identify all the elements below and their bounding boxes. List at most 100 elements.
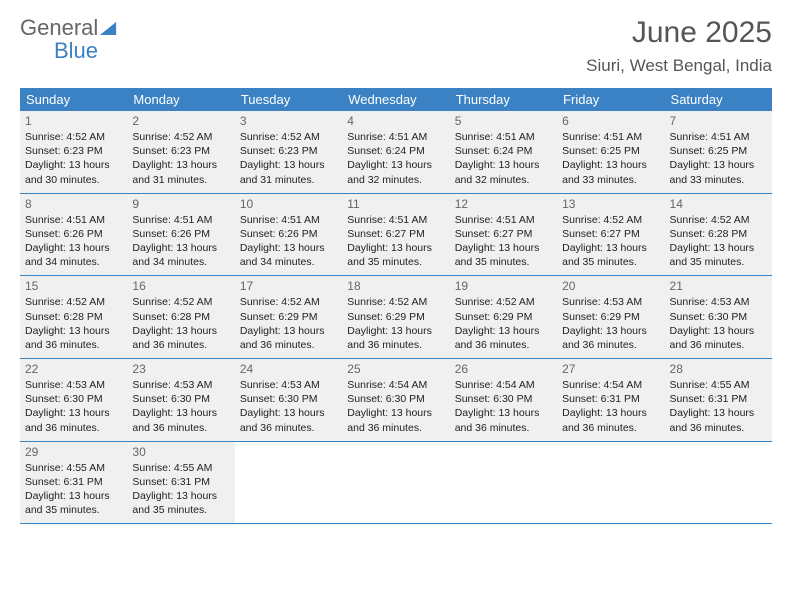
day-cell-21: 21 Sunrise: 4:53 AMSunset: 6:30 PMDayligh…	[665, 276, 772, 358]
day-details: Sunrise: 4:52 AMSunset: 6:29 PMDaylight:…	[455, 295, 552, 352]
day-details: Sunrise: 4:54 AMSunset: 6:30 PMDaylight:…	[455, 378, 552, 435]
day-cell-8: 8 Sunrise: 4:51 AMSunset: 6:26 PMDaylight…	[20, 194, 127, 276]
day-number: 22	[25, 362, 122, 376]
day-details: Sunrise: 4:52 AMSunset: 6:28 PMDaylight:…	[132, 295, 229, 352]
day-number: 29	[25, 445, 122, 459]
day-number: 30	[132, 445, 229, 459]
day-number: 21	[670, 279, 767, 293]
day-details: Sunrise: 4:55 AMSunset: 6:31 PMDaylight:…	[670, 378, 767, 435]
day-details: Sunrise: 4:53 AMSunset: 6:30 PMDaylight:…	[132, 378, 229, 435]
day-cell-empty	[342, 442, 449, 524]
day-details: Sunrise: 4:51 AMSunset: 6:24 PMDaylight:…	[455, 130, 552, 187]
dow-saturday: Saturday	[665, 88, 772, 111]
day-number: 2	[132, 114, 229, 128]
dow-thursday: Thursday	[450, 88, 557, 111]
month-title: June 2025	[586, 16, 772, 50]
day-number: 7	[670, 114, 767, 128]
day-number: 1	[25, 114, 122, 128]
day-cell-18: 18Sunrise: 4:52 AMSunset: 6:29 PMDayligh…	[342, 276, 449, 358]
day-details: Sunrise: 4:51 AMSunset: 6:24 PMDaylight:…	[347, 130, 444, 187]
day-number: 6	[562, 114, 659, 128]
day-details: Sunrise: 4:51 AMSunset: 6:27 PMDaylight:…	[347, 213, 444, 270]
day-cell-19: 19Sunrise: 4:52 AMSunset: 6:29 PMDayligh…	[450, 276, 557, 358]
day-details: Sunrise: 4:52 AMSunset: 6:23 PMDaylight:…	[240, 130, 337, 187]
day-cell-24: 24 Sunrise: 4:53 AMSunset: 6:30 PMDayligh…	[235, 359, 342, 441]
day-cell-12: 12 Sunrise: 4:51 AMSunset: 6:27 PMDayligh…	[450, 194, 557, 276]
day-details: Sunrise: 4:52 AMSunset: 6:23 PMDaylight:…	[132, 130, 229, 187]
day-details: Sunrise: 4:51 AMSunset: 6:27 PMDaylight:…	[455, 213, 552, 270]
day-cell-2: 2 Sunrise: 4:52 AMSunset: 6:23 PMDaylight…	[127, 111, 234, 193]
day-cell-20: 20Sunrise: 4:53 AMSunset: 6:29 PMDayligh…	[557, 276, 664, 358]
day-number: 26	[455, 362, 552, 376]
day-details: Sunrise: 4:51 AMSunset: 6:26 PMDaylight:…	[240, 213, 337, 270]
title-block: June 2025 Siuri, West Bengal, India	[586, 16, 772, 76]
day-details: Sunrise: 4:53 AMSunset: 6:30 PMDaylight:…	[240, 378, 337, 435]
week-row: 1 Sunrise: 4:52 AMSunset: 6:23 PMDaylight…	[20, 111, 772, 194]
day-number: 10	[240, 197, 337, 211]
logo-text-2: Blue	[54, 38, 98, 63]
day-details: Sunrise: 4:51 AMSunset: 6:26 PMDaylight:…	[25, 213, 122, 270]
day-cell-22: 22Sunrise: 4:53 AMSunset: 6:30 PMDayligh…	[20, 359, 127, 441]
dow-wednesday: Wednesday	[342, 88, 449, 111]
day-number: 25	[347, 362, 444, 376]
day-details: Sunrise: 4:51 AMSunset: 6:25 PMDaylight:…	[670, 130, 767, 187]
day-cell-10: 10 Sunrise: 4:51 AMSunset: 6:26 PMDayligh…	[235, 194, 342, 276]
day-number: 23	[132, 362, 229, 376]
day-cell-17: 17Sunrise: 4:52 AMSunset: 6:29 PMDayligh…	[235, 276, 342, 358]
day-details: Sunrise: 4:51 AMSunset: 6:26 PMDaylight:…	[132, 213, 229, 270]
day-number: 4	[347, 114, 444, 128]
logo-text-1: General	[20, 15, 98, 40]
day-details: Sunrise: 4:54 AMSunset: 6:31 PMDaylight:…	[562, 378, 659, 435]
week-row: 8 Sunrise: 4:51 AMSunset: 6:26 PMDaylight…	[20, 194, 772, 277]
header: GeneralBlue June 2025 Siuri, West Bengal…	[20, 16, 772, 76]
day-details: Sunrise: 4:52 AMSunset: 6:23 PMDaylight:…	[25, 130, 122, 187]
day-cell-13: 13Sunrise: 4:52 AMSunset: 6:27 PMDayligh…	[557, 194, 664, 276]
day-number: 24	[240, 362, 337, 376]
day-cell-28: 28Sunrise: 4:55 AMSunset: 6:31 PMDayligh…	[665, 359, 772, 441]
day-number: 18	[347, 279, 444, 293]
day-details: Sunrise: 4:54 AMSunset: 6:30 PMDaylight:…	[347, 378, 444, 435]
day-cell-4: 4 Sunrise: 4:51 AMSunset: 6:24 PMDaylight…	[342, 111, 449, 193]
day-cell-11: 11 Sunrise: 4:51 AMSunset: 6:27 PMDayligh…	[342, 194, 449, 276]
day-cell-1: 1 Sunrise: 4:52 AMSunset: 6:23 PMDaylight…	[20, 111, 127, 193]
day-cell-empty	[557, 442, 664, 524]
day-cell-27: 27Sunrise: 4:54 AMSunset: 6:31 PMDayligh…	[557, 359, 664, 441]
day-details: Sunrise: 4:52 AMSunset: 6:28 PMDaylight:…	[25, 295, 122, 352]
day-cell-7: 7 Sunrise: 4:51 AMSunset: 6:25 PMDaylight…	[665, 111, 772, 193]
day-number: 3	[240, 114, 337, 128]
day-number: 12	[455, 197, 552, 211]
day-cell-14: 14 Sunrise: 4:52 AMSunset: 6:28 PMDayligh…	[665, 194, 772, 276]
dow-monday: Monday	[127, 88, 234, 111]
location: Siuri, West Bengal, India	[586, 56, 772, 76]
day-cell-empty	[235, 442, 342, 524]
week-row: 22 Sunrise: 4:53 AMSunset: 6:30 PMDayligh…	[20, 359, 772, 442]
day-details: Sunrise: 4:53 AMSunset: 6:29 PMDaylight:…	[562, 295, 659, 352]
day-details: Sunrise: 4:53 AMSunset: 6:30 PMDaylight:…	[670, 295, 767, 352]
day-number: 8	[25, 197, 122, 211]
day-cell-30: 30 Sunrise: 4:55 AMSunset: 6:31 PMDayligh…	[127, 442, 234, 524]
day-cell-5: 5Sunrise: 4:51 AMSunset: 6:24 PMDaylight…	[450, 111, 557, 193]
day-details: Sunrise: 4:55 AMSunset: 6:31 PMDaylight:…	[25, 461, 122, 518]
day-number: 11	[347, 197, 444, 211]
logo: GeneralBlue	[20, 16, 117, 62]
calendar: SundayMondayTuesdayWednesdayThursdayFrid…	[20, 88, 772, 524]
day-cell-16: 16 Sunrise: 4:52 AMSunset: 6:28 PMDayligh…	[127, 276, 234, 358]
week-row: 15 Sunrise: 4:52 AMSunset: 6:28 PMDayligh…	[20, 276, 772, 359]
day-cell-15: 15 Sunrise: 4:52 AMSunset: 6:28 PMDayligh…	[20, 276, 127, 358]
dow-row: SundayMondayTuesdayWednesdayThursdayFrid…	[20, 88, 772, 111]
day-number: 16	[132, 279, 229, 293]
day-details: Sunrise: 4:55 AMSunset: 6:31 PMDaylight:…	[132, 461, 229, 518]
day-cell-6: 6 Sunrise: 4:51 AMSunset: 6:25 PMDaylight…	[557, 111, 664, 193]
day-number: 9	[132, 197, 229, 211]
day-cell-25: 25 Sunrise: 4:54 AMSunset: 6:30 PMDayligh…	[342, 359, 449, 441]
day-cell-9: 9 Sunrise: 4:51 AMSunset: 6:26 PMDaylight…	[127, 194, 234, 276]
dow-friday: Friday	[557, 88, 664, 111]
day-details: Sunrise: 4:52 AMSunset: 6:28 PMDaylight:…	[670, 213, 767, 270]
day-cell-26: 26 Sunrise: 4:54 AMSunset: 6:30 PMDayligh…	[450, 359, 557, 441]
day-number: 15	[25, 279, 122, 293]
day-number: 14	[670, 197, 767, 211]
day-number: 17	[240, 279, 337, 293]
day-cell-empty	[450, 442, 557, 524]
day-details: Sunrise: 4:51 AMSunset: 6:25 PMDaylight:…	[562, 130, 659, 187]
day-cell-23: 23 Sunrise: 4:53 AMSunset: 6:30 PMDayligh…	[127, 359, 234, 441]
